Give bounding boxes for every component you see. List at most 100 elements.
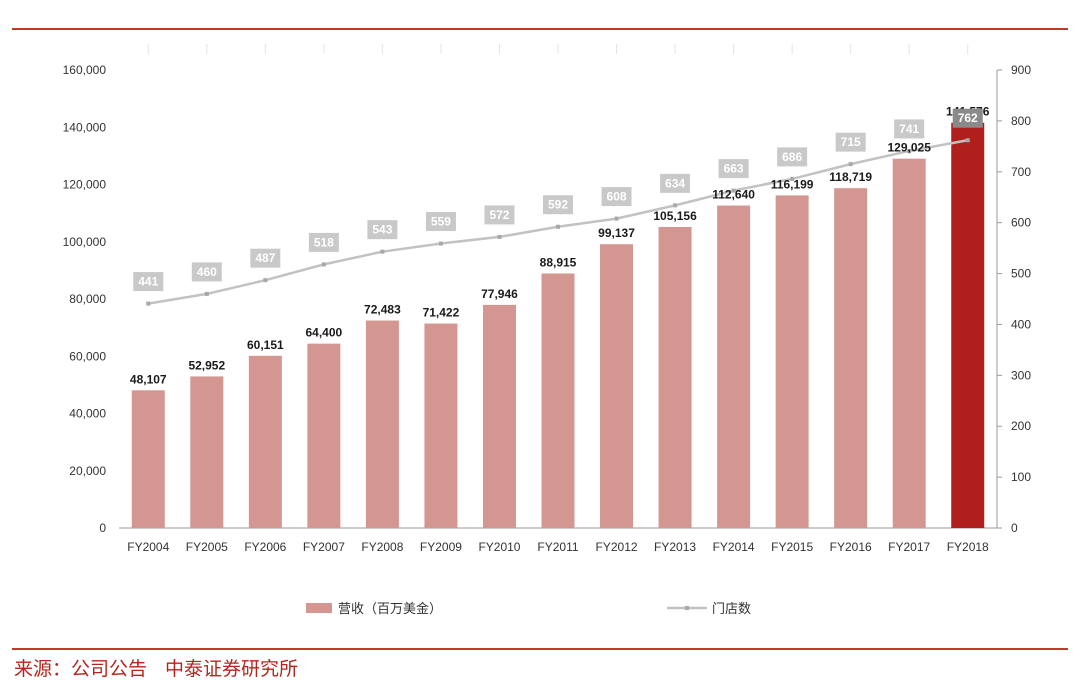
- right-axis-tick-label: 100: [1011, 470, 1031, 484]
- revenue-value-label: 77,946: [481, 287, 518, 301]
- top-rule: [12, 28, 1068, 30]
- store-count-point: [848, 162, 853, 167]
- revenue-value-label: 116,199: [771, 177, 814, 191]
- store-count-point: [438, 241, 443, 246]
- revenue-bar: [541, 273, 575, 528]
- revenue-value-label: 60,151: [247, 338, 284, 352]
- revenue-bar: [834, 188, 868, 528]
- right-axis-tick-label: 300: [1011, 368, 1031, 382]
- store-count-value-label: 487: [255, 251, 275, 265]
- store-count-value-label: 592: [548, 198, 568, 212]
- store-count-point: [673, 203, 678, 208]
- store-count-point: [731, 188, 736, 193]
- right-axis-tick-label: 400: [1011, 317, 1031, 331]
- legend-store-marker: [685, 606, 689, 610]
- revenue-bar: [248, 355, 282, 528]
- right-axis-tick-label: 0: [1011, 521, 1018, 535]
- store-count-label-box: [952, 108, 983, 128]
- store-count-label-box: [543, 195, 573, 215]
- revenue-value-label: 105,156: [653, 209, 697, 223]
- store-count-point: [556, 224, 560, 229]
- bottom-rule: [12, 648, 1068, 650]
- left-axis-tick-label: 100,000: [63, 235, 107, 249]
- revenue-bar: [131, 390, 165, 528]
- revenue-bar: [658, 226, 692, 528]
- store-count-point: [614, 216, 619, 221]
- store-count-point: [497, 234, 502, 239]
- store-count-point: [790, 176, 795, 181]
- x-axis-tick-label: FY2006: [244, 540, 286, 554]
- source-prefix: 来源：: [14, 658, 72, 680]
- legend-revenue-swatch: [306, 603, 332, 613]
- store-count-point: [146, 301, 151, 306]
- source-note: 来源：公司公告 中泰证券研究所: [14, 652, 298, 686]
- right-axis-tick-label: 900: [1011, 63, 1031, 77]
- revenue-bar: [775, 195, 809, 528]
- legend-store-label: 门店数: [712, 601, 751, 616]
- x-axis-tick-label: FY2014: [713, 540, 755, 554]
- x-axis-tick-label: FY2010: [478, 540, 520, 554]
- revenue-bar: [892, 158, 926, 528]
- store-count-value-label: 608: [607, 190, 627, 204]
- store-count-label-box: [484, 205, 515, 225]
- store-count-value-label: 460: [197, 265, 217, 279]
- revenue-bar: [482, 304, 516, 528]
- revenue-value-label: 88,915: [540, 255, 577, 269]
- store-count-point: [204, 291, 209, 296]
- x-axis-tick-label: FY2007: [303, 540, 345, 554]
- revenue-value-label: 52,952: [188, 358, 225, 372]
- x-axis-tick-label: FY2008: [361, 540, 403, 554]
- store-count-value-label: 686: [782, 150, 802, 164]
- store-count-value-label: 572: [489, 208, 509, 222]
- store-count-value-label: 441: [138, 275, 158, 289]
- store-count-label-box: [835, 132, 866, 152]
- right-axis-tick-label: 200: [1011, 419, 1031, 433]
- x-axis-tick-label: FY2005: [186, 540, 228, 554]
- store-count-value-label: 559: [431, 215, 451, 229]
- revenue-bar: [600, 244, 634, 528]
- revenue-value-label: 72,483: [364, 303, 401, 317]
- store-count-label-box: [133, 272, 164, 292]
- revenue-bar: [365, 320, 399, 528]
- store-count-label-box: [601, 187, 632, 207]
- right-axis-tick-label: 800: [1011, 114, 1031, 128]
- revenue-value-label: 48,107: [130, 372, 167, 386]
- left-axis-tick-label: 0: [99, 521, 106, 535]
- x-axis-tick-label: FY2018: [947, 540, 989, 554]
- revenue-bar: [951, 122, 985, 528]
- store-count-value-label: 762: [958, 111, 978, 125]
- store-count-value-label: 543: [372, 223, 392, 237]
- source-institution: 中泰证券研究所: [165, 658, 299, 680]
- store-count-label-box: [894, 119, 925, 139]
- store-count-label-box: [718, 159, 749, 179]
- source-publisher: 公司公告: [71, 658, 148, 680]
- x-axis-tick-label: FY2017: [888, 540, 930, 554]
- right-axis-tick-label: 500: [1011, 267, 1031, 281]
- store-count-label-box: [191, 262, 222, 282]
- revenue-bar: [424, 323, 458, 528]
- left-axis-tick-label: 120,000: [63, 178, 107, 192]
- right-axis-tick-label: 600: [1011, 216, 1031, 230]
- revenue-value-label: 112,640: [712, 188, 755, 202]
- revenue-value-label: 99,137: [598, 226, 635, 240]
- legend-revenue-label: 营收（百万美金）: [338, 601, 442, 616]
- x-axis-tick-label: FY2013: [654, 540, 696, 554]
- revenue-bar: [307, 343, 341, 528]
- store-count-point: [380, 249, 385, 254]
- revenue-value-label: 71,422: [423, 306, 460, 320]
- store-count-value-label: 634: [665, 176, 685, 190]
- left-axis-tick-label: 160,000: [63, 63, 107, 77]
- left-axis-tick-label: 60,000: [69, 349, 106, 363]
- store-count-label-box: [660, 173, 691, 193]
- revenue-value-label: 118,719: [829, 170, 872, 184]
- store-count-point: [263, 278, 268, 283]
- revenue-bar: [190, 376, 224, 528]
- left-axis-tick-label: 140,000: [63, 120, 107, 134]
- store-count-label-box: [425, 212, 456, 232]
- store-count-value-label: 741: [899, 122, 919, 136]
- left-axis-tick-label: 40,000: [69, 407, 106, 421]
- revenue-bar: [717, 205, 751, 528]
- revenue-value-label: 64,400: [306, 326, 343, 340]
- x-axis-tick-label: FY2015: [771, 540, 813, 554]
- store-count-label-box: [367, 220, 398, 240]
